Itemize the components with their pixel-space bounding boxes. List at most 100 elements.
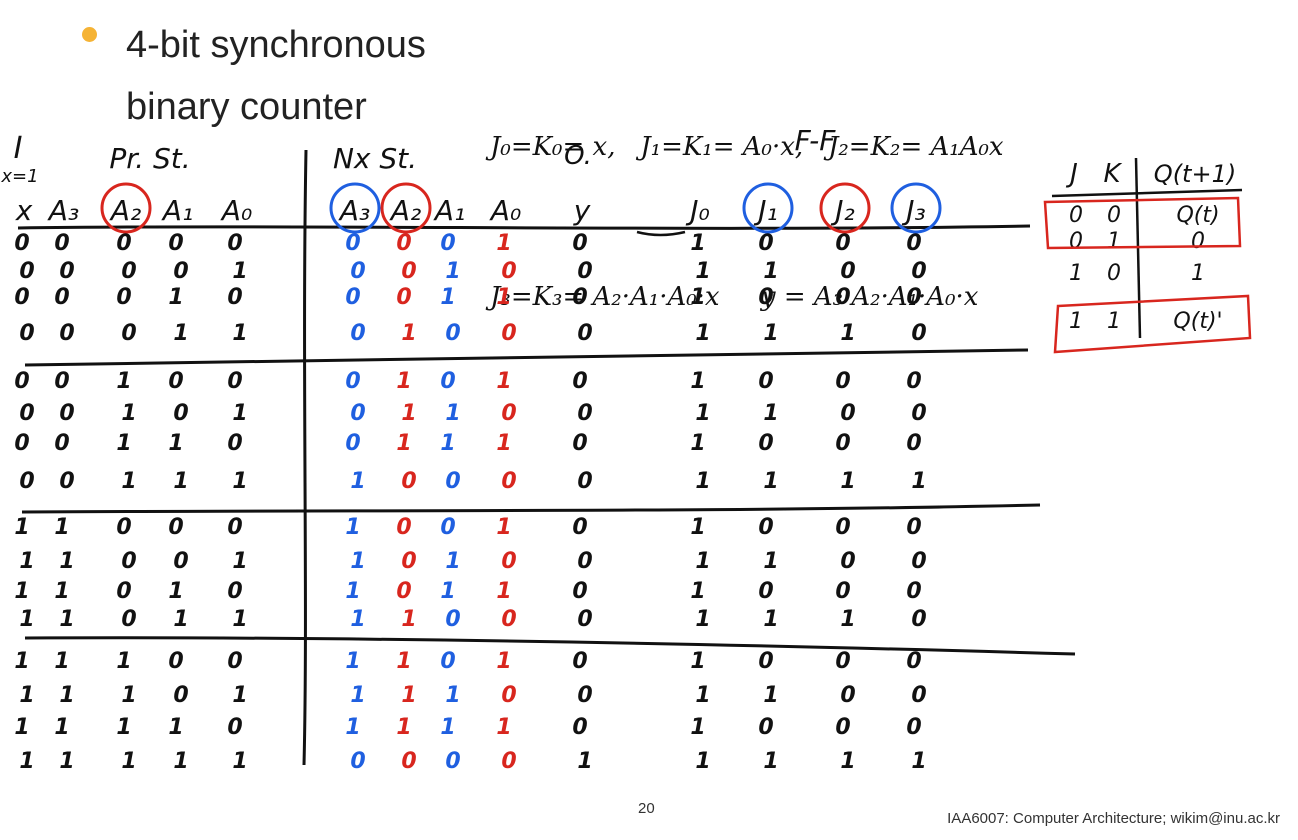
header-highlight-circle [819,182,871,234]
table-cell: 0 [572,285,587,310]
table-cell: 1 [168,579,183,604]
table-cell: 0 [401,749,416,774]
table-cell: 1 [690,231,705,256]
table-cell: 1 [116,715,131,740]
table-cell: 1 [445,683,460,708]
table-cell: 0 [577,549,592,574]
table-cell: 0 [440,369,455,394]
table-cell: 1 [19,749,34,774]
table-ruling [17,149,1076,766]
table-cell: 1 [54,715,69,740]
table-cell: 0 [116,579,131,604]
table-annotations: Ix=1 Pr. St. Nx St. O. F-F [0,124,836,187]
table-cell: 1 [763,469,778,494]
table-cell: 0 [227,649,242,674]
table-cell: 0 [501,607,516,632]
table-cell: 1 [396,431,411,456]
table-cell: 0 [59,259,74,284]
table-cell: 0 [577,259,592,284]
table-cell: 1 [14,579,29,604]
group-divider-line [21,503,1041,514]
column-header-a3: A₃ [47,194,79,227]
table-cell: 1 [577,749,592,774]
header-highlight-circle [100,182,152,234]
table-cell: 0 [835,515,850,540]
next-state-label: Nx St. [333,142,417,175]
table-cells: 0 0 0 0 0 0 0 0 1 0 1 0 0 00 0 0 0 1 0 0 1 0 0 1 1 0 00 0 0 1 0 0 0 1 1 0 1 0… [14,231,926,774]
table-cell: 0 [227,515,242,540]
table-cell: 0 [168,369,183,394]
table-cell: 0 [572,579,587,604]
table-cell: 1 [445,401,460,426]
table-cell: 1 [121,683,136,708]
table-cell: 1 [173,321,188,346]
table-cell: 0 [227,715,242,740]
table-cell: 0 [501,401,516,426]
output-label: O. [564,141,592,171]
jk-header-j: J [1065,159,1078,189]
table-cell: 0 [168,231,183,256]
table-cell: 1 [695,469,710,494]
table-cell: 0 [911,401,926,426]
table-cell: 0 [121,259,136,284]
table-cell: 0 [758,649,773,674]
table-cell: 0 [906,285,921,310]
jk-cell-k: 0 [1107,203,1121,228]
table-cell: 1 [911,749,926,774]
table-cell: 1 [763,401,778,426]
table-cell: 0 [345,369,360,394]
jk-cell-k: 1 [1107,229,1121,254]
table-cell: 1 [440,431,455,456]
table-cell: 0 [54,431,69,456]
table-cell: 0 [173,549,188,574]
table-cell: 0 [911,683,926,708]
table-cell: 0 [906,579,921,604]
table-cell: 0 [572,515,587,540]
column-header-x: x [15,194,33,227]
header-highlight-circle [742,182,794,234]
table-cell: 0 [350,259,365,284]
table-cell: 1 [690,515,705,540]
table-cell: 0 [758,231,773,256]
equation-line-1: J₀=K₀= x, J₁=K₁= A₀·x, J₂=K₂= A₁A₀x [490,132,1004,162]
table-cell: 1 [59,683,74,708]
jk-cell-q: 0 [1191,229,1205,254]
table-cell: 0 [911,321,926,346]
y-underline-mark [636,230,686,237]
table-cell: 1 [440,285,455,310]
table-cell: 0 [906,715,921,740]
table-cell: 0 [577,683,592,708]
column-header-a2: A₂ [109,194,141,227]
table-cell: 1 [121,749,136,774]
table-cell: 1 [396,369,411,394]
table-cell: 0 [440,231,455,256]
column-header-a1: A₁ [161,194,193,227]
table-cell: 1 [695,321,710,346]
table-cell: 0 [401,469,416,494]
table-cell: 1 [121,469,136,494]
table-cell: 1 [763,549,778,574]
table-cell: 0 [758,715,773,740]
table-cell: 0 [54,369,69,394]
table-cell: 1 [345,649,360,674]
table-cell: 0 [345,231,360,256]
table-cell: 1 [690,431,705,456]
header-highlight-circle [890,182,942,234]
jk-hold-row-highlight [1043,196,1242,250]
table-cell: 1 [19,683,34,708]
bullet-dot [82,27,97,42]
table-cell: 1 [116,431,131,456]
table-cell: 0 [227,431,242,456]
column-header-na0: A₀ [489,194,521,227]
table-cell: 0 [758,285,773,310]
table-cell: 1 [168,715,183,740]
table-cell: 1 [345,715,360,740]
table-cell: 0 [577,401,592,426]
column-header-y: y [573,194,591,227]
table-cell: 0 [840,401,855,426]
table-cell: 0 [440,515,455,540]
table-cell: 0 [501,259,516,284]
jk-cell-j: 1 [1069,309,1083,334]
table-cell: 0 [116,285,131,310]
table-cell: 0 [840,549,855,574]
